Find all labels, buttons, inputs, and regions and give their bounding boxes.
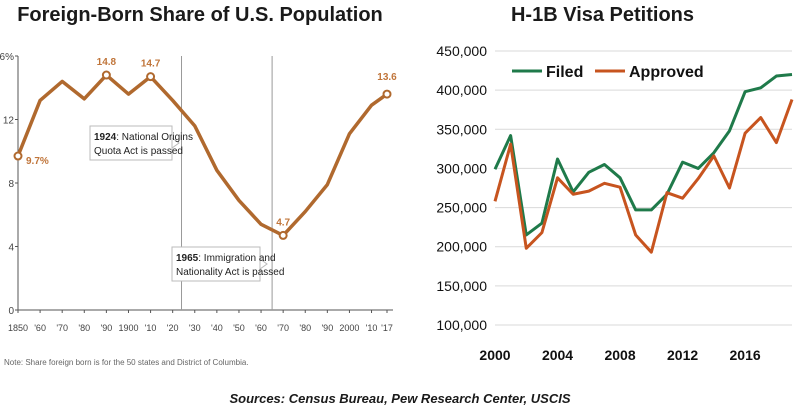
legend-label-filed: Filed xyxy=(546,64,583,81)
x-tick-label: '70 xyxy=(56,323,68,333)
y-tick-label: 150,000 xyxy=(436,278,487,294)
x-tick-label: '20 xyxy=(167,323,179,333)
data-label: 13.6 xyxy=(377,72,397,83)
foreign-born-chart: 0 4 8 12 16% 1850 '60 '70 '80 '90 1900 '10 '20 '30 '40… xyxy=(0,52,397,333)
x-tick-label: 1900 xyxy=(118,323,138,333)
legend-label-approved: Approved xyxy=(629,64,704,81)
data-label: 14.8 xyxy=(97,57,117,68)
x-tick-label: 2012 xyxy=(667,347,698,363)
annotation-callout-box xyxy=(171,246,261,282)
annotation-text: 1924: National Origins xyxy=(94,132,193,143)
y-tick-label: 12 xyxy=(3,116,15,127)
y-tick-label: 350,000 xyxy=(436,121,487,137)
data-label: 4.7 xyxy=(276,217,290,228)
right-chart-title: H-1B Visa Petitions xyxy=(510,4,695,26)
foreign-born-line xyxy=(16,73,389,238)
y-tick-label: 100,000 xyxy=(436,317,487,333)
data-point xyxy=(13,151,23,161)
annotation-callout-pointer xyxy=(171,137,180,149)
annotation-callout-box xyxy=(89,125,173,161)
y-tick-label: 400,000 xyxy=(436,82,487,98)
y-tick-label: 250,000 xyxy=(436,200,487,216)
y-tick-label: 8 xyxy=(8,179,14,190)
annotation-callout-pointer xyxy=(259,258,268,270)
x-tick-label: 2008 xyxy=(604,347,635,363)
chart-note: Note: Share foreign born is for the 50 s… xyxy=(4,358,249,367)
annotation-text: Quota Act is passed xyxy=(94,146,183,157)
data-label: 9.7% xyxy=(26,156,49,167)
annotation-text: 1965: Immigration and xyxy=(176,253,276,264)
x-tick-label: 2000 xyxy=(339,323,359,333)
x-tick-label: 2004 xyxy=(542,347,573,363)
y-tick-label: 300,000 xyxy=(436,160,487,176)
series-line-approved xyxy=(493,99,794,254)
h1b-chart: 100,000 150,000 200,000 250,000 300,000 350,0… xyxy=(436,43,794,363)
x-tick-label: '10 xyxy=(145,323,157,333)
data-point xyxy=(382,89,392,99)
data-label: 14.7 xyxy=(141,59,161,70)
left-chart-title: Foreign-Born Share of U.S. Population xyxy=(17,4,383,26)
y-tick-label: 200,000 xyxy=(436,239,487,255)
x-tick-label: '60 xyxy=(34,323,46,333)
x-tick-label: '70 xyxy=(277,323,289,333)
y-tick-label: 4 xyxy=(8,243,14,254)
x-tick-label: '30 xyxy=(189,323,201,333)
y-tick-label: 0 xyxy=(8,306,14,317)
y-tick-label: 450,000 xyxy=(436,43,487,59)
x-tick-label: '90 xyxy=(101,323,113,333)
series-line-filed xyxy=(493,72,793,237)
data-point xyxy=(146,72,156,82)
x-tick-label: 2000 xyxy=(479,347,510,363)
y-tick-label: 16% xyxy=(0,52,14,63)
data-point xyxy=(278,230,288,240)
x-tick-label: '60 xyxy=(255,323,267,333)
x-tick-label: '80 xyxy=(78,323,90,333)
x-tick-label: 2016 xyxy=(730,347,761,363)
sources-footer: Sources: Census Bureau, Pew Research Cen… xyxy=(229,391,571,406)
x-tick-label: 1850 xyxy=(8,323,28,333)
x-tick-label: '80 xyxy=(299,323,311,333)
annotation-text: Nationality Act is passed xyxy=(176,267,284,278)
x-tick-label: '40 xyxy=(211,323,223,333)
x-tick-label: '17 xyxy=(381,323,393,333)
data-point xyxy=(101,70,111,80)
x-tick-label: '90 xyxy=(321,323,333,333)
x-tick-label: '50 xyxy=(233,323,245,333)
x-tick-label: '10 xyxy=(366,323,378,333)
